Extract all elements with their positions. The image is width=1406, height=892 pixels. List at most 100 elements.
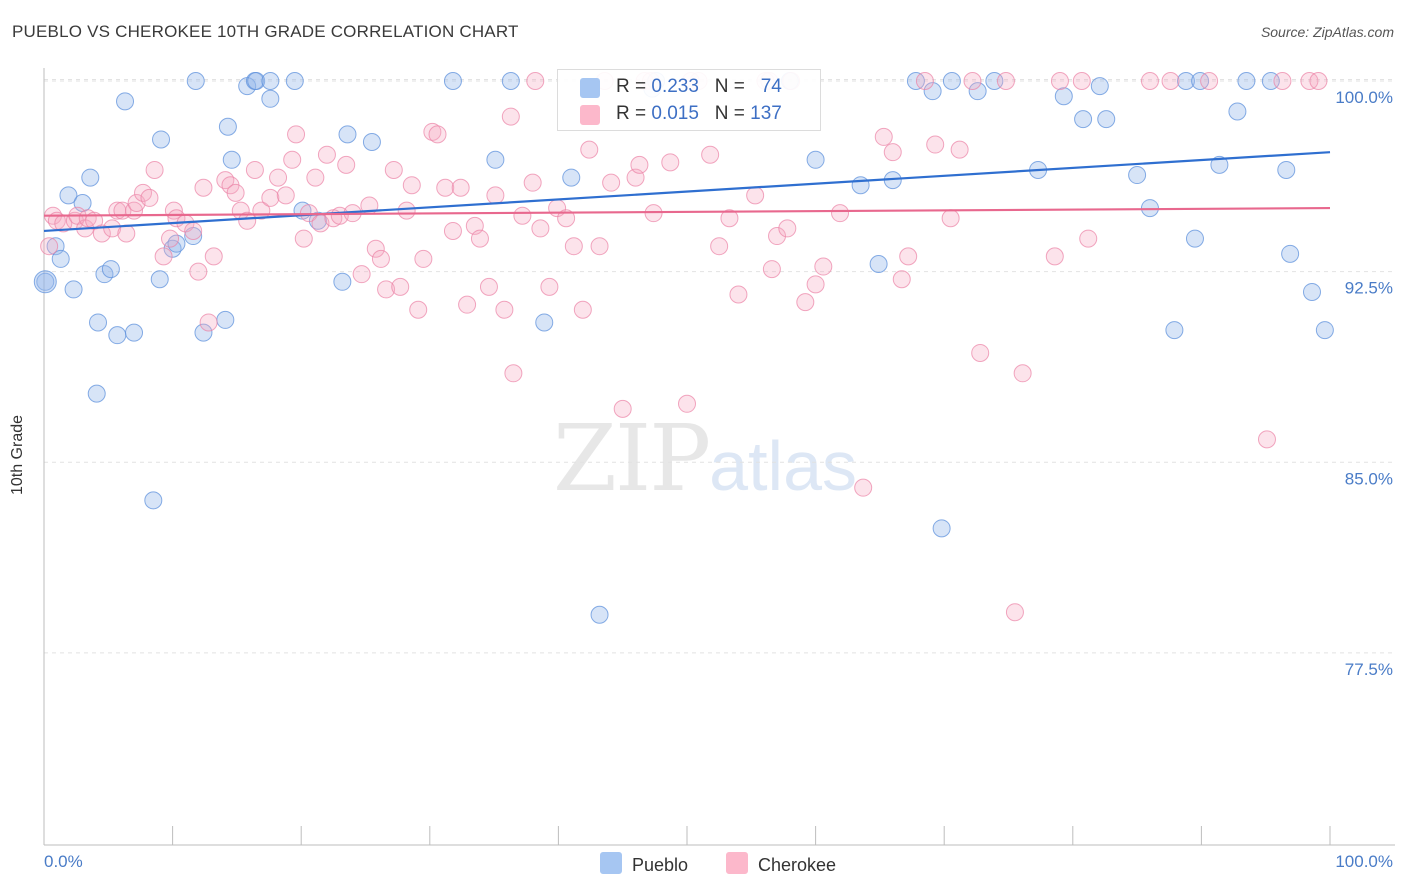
data-point-cherokee (729, 285, 748, 304)
data-point-cherokee (391, 277, 410, 296)
data-point-pueblo (1302, 282, 1321, 301)
data-point-pueblo (89, 313, 108, 332)
data-point-pueblo (562, 168, 581, 187)
data-point-pueblo (1237, 72, 1256, 90)
data-point-cherokee (526, 72, 545, 90)
data-point-cherokee (189, 262, 208, 281)
data-point-cherokee (915, 72, 934, 90)
data-point-cherokee (504, 364, 523, 383)
data-point-pueblo (923, 82, 942, 101)
data-point-cherokee (294, 229, 313, 248)
stats-n-label: N = (714, 76, 751, 97)
data-point-cherokee (352, 265, 371, 284)
data-point-cherokee (796, 293, 815, 312)
data-point-pueblo (1090, 77, 1109, 96)
data-point-pueblo (51, 249, 70, 268)
data-point-cherokee (564, 237, 583, 256)
data-point-pueblo (125, 323, 144, 342)
data-point-cherokee (531, 219, 550, 238)
data-point-cherokee (92, 224, 111, 243)
data-point-pueblo (1054, 87, 1073, 106)
data-point-cherokee (806, 275, 825, 294)
data-point-cherokee (337, 155, 356, 174)
data-point-cherokee (874, 127, 893, 146)
data-point-cherokee (720, 209, 739, 228)
data-point-cherokee (557, 209, 576, 228)
data-point-pueblo (1210, 155, 1229, 174)
data-point-pueblo (261, 72, 280, 90)
data-point-cherokee (216, 171, 235, 190)
data-point-cherokee (778, 219, 797, 238)
legend-item-cherokee[interactable]: Cherokee (726, 852, 836, 876)
data-point-cherokee (451, 178, 470, 197)
data-point-pueblo (1191, 72, 1210, 90)
data-point-pueblo (81, 168, 100, 187)
data-point-pueblo (87, 384, 106, 403)
data-point-pueblo (851, 176, 870, 195)
data-point-pueblo (186, 72, 205, 90)
data-point-pueblo (942, 72, 961, 90)
data-point-cherokee (495, 300, 514, 319)
watermark-atlas: atlas (709, 427, 858, 505)
data-point-pueblo (1277, 160, 1296, 179)
data-point-cherokee (276, 186, 295, 205)
data-point-cherokee (1257, 430, 1276, 449)
data-point-pueblo (152, 130, 171, 149)
stats-r-label: R = (616, 103, 652, 124)
data-point-pueblo (101, 260, 120, 279)
y-tick-label: 85.0% (1345, 469, 1393, 488)
data-point-cherokee (580, 140, 599, 159)
legend-swatch-pueblo (600, 852, 622, 874)
data-point-pueblo (1074, 110, 1093, 129)
watermark-zip: ZIP (553, 405, 711, 512)
data-point-cherokee (428, 125, 447, 144)
data-point-cherokee (317, 145, 336, 164)
data-point-cherokee (814, 257, 833, 276)
data-point-cherokee (204, 247, 223, 266)
data-point-cherokee (630, 155, 649, 174)
data-point-cherokee (1045, 247, 1064, 266)
data-point-cherokee (602, 173, 621, 192)
data-point-cherokee (573, 300, 592, 319)
data-point-pueblo (261, 89, 280, 108)
data-point-pueblo (535, 313, 554, 332)
data-point-cherokee (678, 394, 696, 413)
data-point-pueblo (247, 72, 266, 90)
stats-swatch-cherokee (580, 105, 600, 125)
data-point-cherokee (971, 343, 990, 362)
data-point-cherokee (1050, 72, 1069, 90)
data-point-cherokee (283, 150, 302, 169)
data-point-cherokee (366, 239, 385, 258)
data-point-cherokee (831, 204, 850, 223)
data-point-cherokee (140, 188, 159, 207)
data-point-cherokee (409, 300, 428, 319)
data-point-cherokee (1005, 603, 1024, 622)
data-point-cherokee (1309, 72, 1328, 90)
y-tick-label: 100.0% (1335, 88, 1393, 107)
data-point-cherokee (590, 237, 609, 256)
stats-r-label: R = (616, 76, 652, 97)
data-point-pueblo (218, 117, 237, 136)
data-point-pueblo (1228, 102, 1247, 121)
data-point-cherokee (154, 247, 173, 266)
stats-swatch-pueblo (580, 78, 600, 98)
legend-item-pueblo[interactable]: Pueblo (600, 852, 688, 876)
data-point-cherokee (458, 295, 477, 314)
data-point-pueblo (486, 150, 505, 169)
data-point-cherokee (486, 186, 505, 205)
data-point-pueblo (869, 255, 888, 273)
data-point-cherokee (226, 183, 245, 202)
data-point-pueblo (932, 519, 951, 538)
data-point-cherokee (40, 237, 59, 256)
data-point-pueblo (144, 491, 163, 510)
data-point-cherokee (523, 173, 542, 192)
data-point-cherokee (1013, 364, 1032, 383)
data-point-cherokee (661, 153, 680, 172)
chart-title: PUEBLO VS CHEROKEE 10TH GRADE CORRELATIO… (12, 22, 519, 41)
data-point-cherokee (710, 237, 729, 256)
data-point-cherokee (501, 107, 520, 126)
y-tick-label: 77.5% (1345, 660, 1393, 679)
data-point-pueblo (1097, 110, 1116, 129)
data-point-pueblo (333, 272, 352, 291)
